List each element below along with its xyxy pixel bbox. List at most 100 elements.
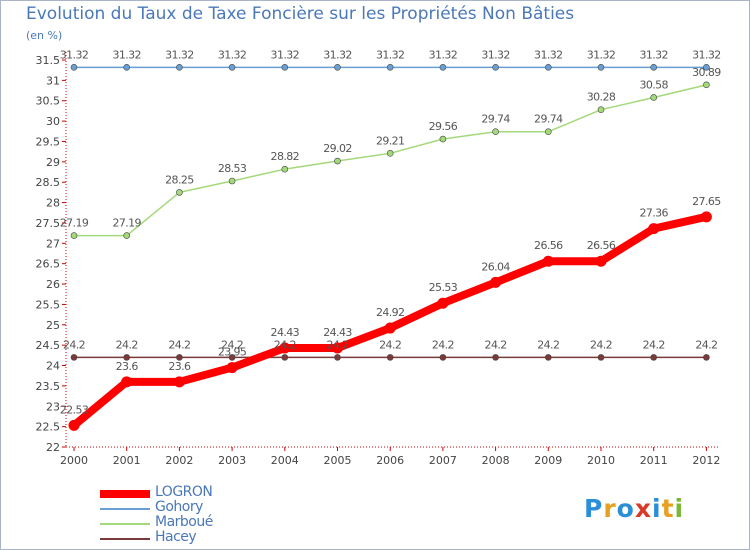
series-line-marboué — [73, 84, 708, 237]
data-label: 24.92 — [376, 306, 405, 319]
data-point — [703, 354, 710, 361]
data-label: 31.32 — [165, 48, 194, 61]
data-label: 30.89 — [692, 66, 721, 79]
data-label: 28.25 — [165, 173, 194, 186]
data-point — [123, 64, 130, 71]
data-point — [597, 106, 605, 113]
data-label: 29.02 — [323, 142, 352, 155]
data-label: 27.36 — [639, 207, 668, 220]
data-point — [439, 354, 447, 361]
data-label: 31.32 — [639, 48, 668, 61]
data-point — [123, 232, 130, 239]
data-label: 23.6 — [116, 360, 139, 373]
legend-label: Marboué — [155, 514, 213, 530]
data-point — [70, 232, 78, 239]
x-tick-label: 2004 — [271, 454, 299, 467]
data-label: 31.32 — [481, 48, 510, 61]
data-point — [544, 64, 552, 71]
data-point — [384, 322, 396, 334]
data-point — [650, 64, 658, 71]
data-point — [700, 211, 712, 223]
data-point — [492, 354, 499, 361]
brand-letter: i — [674, 494, 685, 523]
data-point — [439, 135, 447, 143]
data-point — [544, 354, 552, 361]
brand-logo: Proxiti — [584, 494, 684, 523]
y-tick-label: 25 — [46, 319, 60, 332]
data-label: 24.2 — [379, 338, 401, 351]
data-label: 24.43 — [323, 326, 352, 339]
legend-label: Gohory — [155, 499, 203, 515]
y-tick-label: 28 — [46, 197, 60, 210]
data-label: 24.2 — [63, 338, 85, 351]
data-label: 29.21 — [376, 134, 405, 147]
data-label: 24.2 — [326, 338, 348, 351]
data-point — [228, 64, 236, 71]
data-label: 31.32 — [271, 48, 300, 61]
data-point — [439, 64, 447, 71]
y-tick-label: 26 — [46, 278, 60, 291]
data-point — [648, 223, 660, 235]
data-label: 24.2 — [116, 338, 138, 351]
brand-letter: o — [616, 494, 635, 523]
data-point — [334, 64, 341, 71]
data-label: 26.56 — [587, 239, 616, 252]
legend-swatch — [100, 523, 150, 525]
data-point — [703, 64, 710, 71]
data-point — [542, 255, 554, 267]
data-point — [70, 354, 78, 361]
data-label: 30.28 — [587, 91, 616, 104]
data-point — [68, 419, 80, 431]
legend-label: LOGRON — [155, 484, 213, 500]
data-point — [386, 64, 394, 71]
data-label: 31.32 — [429, 48, 458, 61]
data-label: 24.2 — [643, 338, 665, 351]
data-point — [650, 354, 658, 361]
data-label: 26.56 — [534, 239, 563, 252]
data-point — [334, 354, 341, 361]
brand-letter: x — [634, 494, 652, 523]
y-axis-unit-label: (en %) — [26, 29, 63, 42]
y-tick-label: 25.5 — [36, 298, 61, 311]
data-point — [121, 376, 133, 388]
data-label: 23.95 — [218, 346, 247, 359]
data-label: 24.2 — [590, 338, 612, 351]
data-point — [334, 157, 341, 165]
data-label: 31.32 — [692, 48, 721, 61]
data-point — [123, 354, 130, 361]
y-tick-label: 22.5 — [36, 421, 61, 434]
chart-title: Evolution du Taux de Taxe Foncière sur l… — [26, 4, 575, 24]
data-point — [437, 297, 449, 309]
y-tick-label: 23 — [46, 400, 60, 413]
legend-swatch — [100, 508, 150, 510]
x-tick-label: 2003 — [218, 454, 246, 467]
y-tick-label: 29.5 — [36, 135, 61, 148]
y-tick-label: 29 — [46, 156, 60, 169]
data-label: 24.2 — [221, 338, 243, 351]
data-point — [650, 94, 658, 101]
y-tick-label: 23.5 — [36, 380, 61, 393]
data-point — [176, 64, 183, 71]
y-tick-label: 22 — [46, 441, 60, 454]
x-tick-label: 2006 — [376, 454, 404, 467]
data-label: 28.82 — [271, 150, 300, 163]
y-tick-label: 24 — [46, 360, 60, 373]
x-tick-label: 2009 — [534, 454, 562, 467]
brand-letter: t — [661, 494, 675, 523]
y-tick-label: 28.5 — [36, 176, 61, 189]
x-tick-label: 2001 — [113, 454, 141, 467]
data-label: 27.65 — [692, 195, 721, 208]
y-tick-label: 30 — [46, 115, 60, 128]
data-label: 28.53 — [218, 162, 247, 175]
legend-swatch — [100, 490, 150, 498]
data-label: 24.2 — [168, 338, 190, 351]
legend-label: Hacey — [155, 529, 197, 545]
x-tick-label: 2007 — [429, 454, 457, 467]
x-tick-label: 2008 — [482, 454, 510, 467]
data-label: 24.2 — [432, 338, 454, 351]
data-label: 31.32 — [587, 48, 616, 61]
data-point — [228, 354, 236, 361]
y-tick-label: 27.5 — [36, 217, 61, 230]
data-point — [226, 362, 238, 374]
